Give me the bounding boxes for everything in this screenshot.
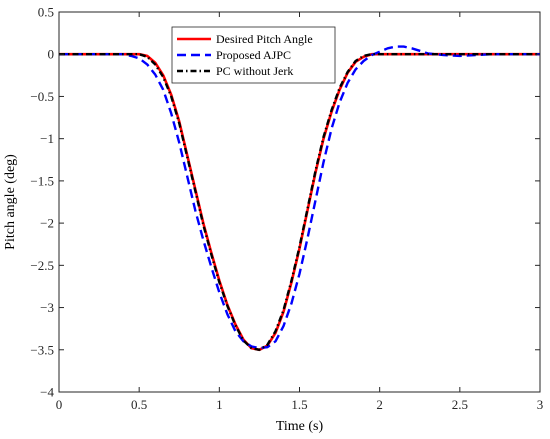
x-tick-label: 2 [376,397,383,412]
legend-label-1: Desired Pitch Angle [216,32,313,46]
legend: Desired Pitch Angle Proposed AJPC PC witho… [171,26,336,84]
legend-label-3: PC without Jerk [216,64,293,78]
series-line-3 [59,53,540,351]
y-tick-label: 0.5 [38,5,54,20]
y-axis-label: Pitch angle (deg) [3,154,18,250]
x-axis-label: Time (s) [276,419,324,434]
series-lines [59,45,540,352]
x-tick-label: 0 [56,397,63,412]
y-tick-label: −1.5 [30,173,54,188]
y-tick-label: 0 [48,47,55,62]
y-tick-label: −3 [40,300,54,315]
axis-tick-labels: 0 0.5 1 1.5 2 2.5 3 0.5 0 −0.5 −1 −1.5 −2 −2.5 −3 −3.5 −… [30,5,543,413]
y-tick-label: −1 [40,131,54,146]
x-tick-label: 2.5 [452,397,468,412]
series-line-2 [59,45,540,350]
axis-ticks [58,11,541,393]
y-tick-label: −4 [40,385,54,400]
x-tick-label: 3 [537,397,544,412]
x-tick-label: 1 [216,397,223,412]
y-tick-label: −2.5 [30,258,54,273]
legend-label-2: Proposed AJPC [216,48,291,62]
y-tick-label: −2 [40,216,54,231]
x-tick-label: 0.5 [131,397,147,412]
y-tick-label: −3.5 [30,342,54,357]
y-tick-label: −0.5 [30,89,54,104]
x-tick-label: 1.5 [291,397,307,412]
